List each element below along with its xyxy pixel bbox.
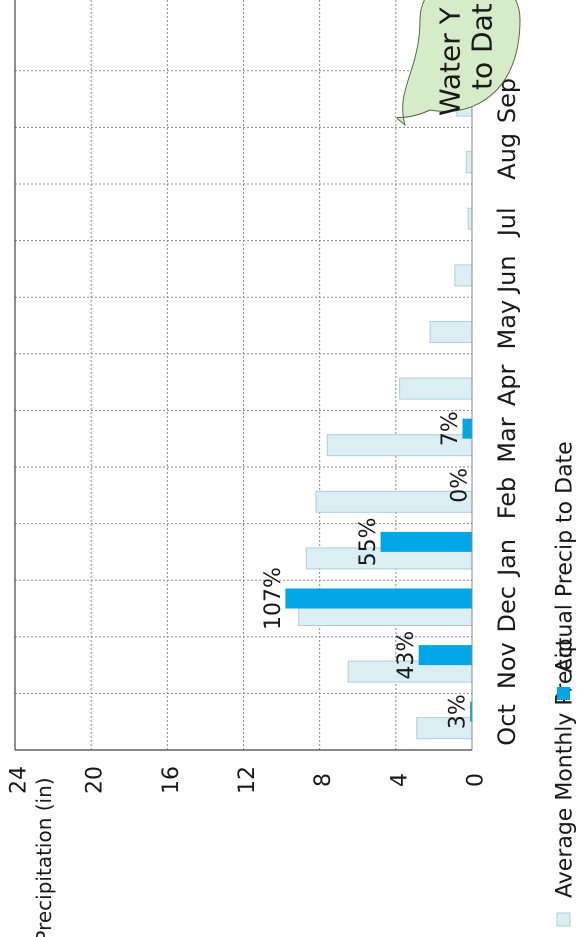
bar-actual-jan (380, 531, 472, 552)
bar-average-may (429, 321, 473, 343)
category-tick-label-aug: Aug (493, 133, 521, 180)
y-axis-title-group: Precipitation (in) (32, 777, 56, 937)
bar-actual-oct (470, 701, 472, 722)
category-tick-label-jul: Jul (493, 207, 521, 238)
callout-line-2: to Dat (466, 3, 499, 90)
data-label-feb: 0% (448, 468, 473, 503)
data-labels: 3% 43% 107% 55% 0% 7% (261, 411, 473, 729)
legend-label-average: Average Monthly Precip (553, 638, 578, 898)
category-tick-label-dec: Dec (493, 586, 521, 632)
category-tick-label-jan: Jan (493, 539, 521, 578)
grid-lines (14, 0, 472, 751)
y-axis-title: Precipitation (in) (32, 777, 56, 937)
callout-bubble (396, 0, 521, 127)
category-tick-label-nov: Nov (493, 642, 521, 689)
bar-actual-nov (418, 645, 472, 666)
value-tick-label: 0 (464, 773, 489, 787)
axes: 0 4 8 12 16 20 24 Oct Nov Dec Jan Feb Mar Apr May Jun Ju… (7, 0, 521, 794)
value-tick-label: 24 (7, 766, 32, 794)
bar-average-jun (454, 264, 473, 287)
value-tick-label: 4 (387, 773, 412, 787)
plot-area: 3% 43% 107% 55% 0% 7% (14, 0, 473, 751)
category-tick-label-feb: Feb (493, 477, 521, 520)
legend-label-actual: Actual Precip to Date (553, 441, 578, 673)
bars (285, 94, 473, 740)
data-label-jan: 55% (356, 517, 381, 566)
value-tick-label: 20 (83, 766, 108, 794)
value-tick-label: 16 (159, 766, 184, 794)
data-label-nov: 43% (394, 631, 419, 680)
callout-line-1: Water Y (434, 6, 467, 116)
bar-average-jul (467, 207, 473, 230)
bar-average-aug (465, 151, 473, 174)
value-tick-label: 12 (235, 766, 260, 794)
data-label-oct: 3% (446, 694, 471, 729)
category-tick-label-jun: Jun (493, 255, 521, 295)
legend-swatch-average (556, 912, 571, 927)
legend-swatch-actual (557, 687, 570, 700)
category-tick-label-mar: Mar (493, 417, 521, 462)
category-tick-label-apr: Apr (493, 364, 521, 406)
category-tick-label-may: May (493, 300, 521, 350)
data-label-dec: 107% (261, 567, 286, 630)
bar-actual-mar (462, 418, 472, 439)
value-tick-label: 8 (311, 773, 336, 787)
category-tick-label-oct: Oct (493, 704, 521, 746)
data-label-mar: 7% (438, 411, 463, 446)
bar-average-apr (399, 377, 473, 400)
bar-actual-dec (285, 588, 472, 609)
